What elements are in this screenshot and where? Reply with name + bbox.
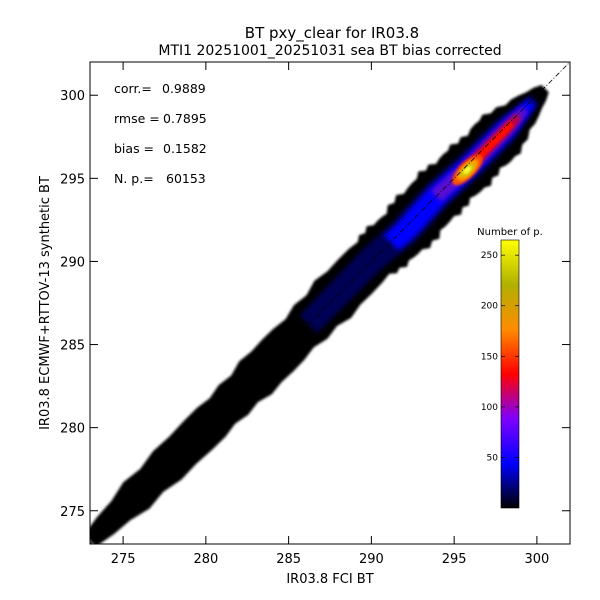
chart-title: BT pxy_clear for IR03.8 bbox=[245, 24, 419, 43]
y-axis-ticks: 275 280 285 290 295 300 bbox=[60, 89, 570, 520]
stat-label: bias = bbox=[114, 141, 154, 156]
y-tick-label: 285 bbox=[60, 339, 85, 354]
colorbar: Number of p. 50 100 150 200 250 bbox=[477, 227, 543, 509]
y-axis-label: IR03.8 ECMWF+RTTOV-13 synthetic BT bbox=[38, 176, 53, 430]
x-tick-label: 290 bbox=[359, 552, 384, 567]
x-tick-label: 280 bbox=[193, 552, 218, 567]
y-tick-label: 280 bbox=[60, 422, 85, 437]
colorbar-gradient bbox=[500, 239, 520, 509]
x-tick-label: 285 bbox=[276, 552, 301, 567]
stat-label: rmse = bbox=[114, 111, 160, 126]
x-tick-label: 300 bbox=[524, 552, 549, 567]
colorbar-tick-label: 200 bbox=[481, 302, 498, 312]
colorbar-tick-label: 250 bbox=[481, 251, 498, 261]
colorbar-title: Number of p. bbox=[477, 227, 543, 238]
stat-value: 0.7895 bbox=[163, 111, 207, 126]
chart-subtitle: MTI1 20251001_20251031 sea BT bias corre… bbox=[158, 43, 501, 59]
y-tick-label: 300 bbox=[60, 89, 85, 104]
y-tick-label: 295 bbox=[60, 172, 85, 187]
colorbar-tick-label: 150 bbox=[481, 352, 498, 362]
colorbar-ticks: 50 100 150 200 250 bbox=[481, 251, 519, 463]
colorbar-tick-label: 50 bbox=[487, 453, 499, 463]
y-tick-label: 290 bbox=[60, 255, 85, 270]
x-axis-ticks: 275 280 285 290 295 300 bbox=[111, 62, 549, 567]
colorbar-tick-label: 100 bbox=[481, 403, 498, 413]
x-tick-label: 295 bbox=[442, 552, 467, 567]
stat-value: 0.1582 bbox=[163, 141, 207, 156]
x-axis-label: IR03.8 FCI BT bbox=[286, 572, 373, 587]
stat-label: N. p.= bbox=[114, 171, 154, 186]
plot-frame bbox=[89, 61, 571, 545]
y-tick-label: 275 bbox=[60, 505, 85, 520]
stat-value: 60153 bbox=[166, 171, 206, 186]
x-tick-label: 275 bbox=[111, 552, 136, 567]
density-core-yellow bbox=[463, 166, 472, 174]
stat-label: corr.= bbox=[114, 81, 152, 96]
stat-value: 0.9889 bbox=[162, 81, 206, 96]
identity-line bbox=[89, 61, 571, 545]
